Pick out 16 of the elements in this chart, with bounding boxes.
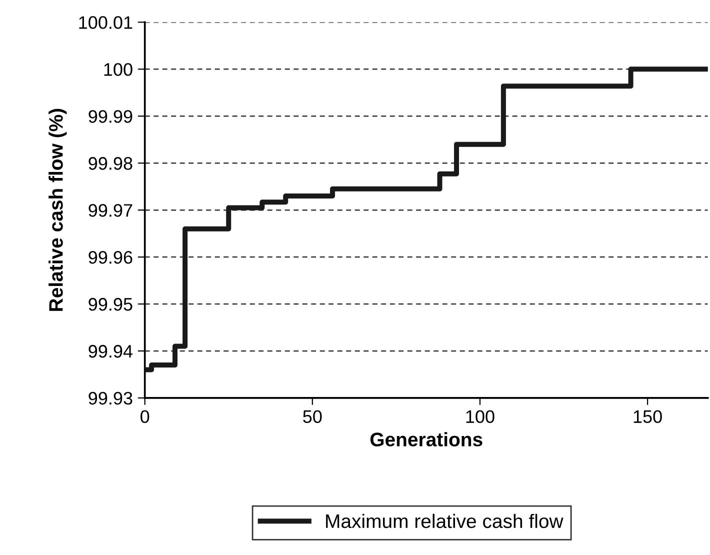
legend-label: Maximum relative cash flow (326, 514, 564, 528)
y-tick-label: 99.94 (88, 344, 133, 358)
x-tick-label: 100 (466, 410, 494, 424)
x-tick-label: 50 (303, 410, 322, 424)
y-tick-label: 99.96 (88, 250, 132, 264)
x-tick-label: 150 (634, 410, 662, 424)
y-tick-label: 99.98 (88, 157, 132, 170)
y-tick-label: 99.99 (88, 110, 132, 123)
y-tick-label: 99.93 (88, 392, 132, 405)
x-axis-title: Generations (370, 432, 482, 446)
y-axis-title: Relative cash flow (%) (48, 108, 67, 311)
x-tick-label: 0 (140, 410, 150, 424)
y-tick-label: 99.97 (88, 204, 132, 217)
y-tick-label: 100.01 (79, 16, 132, 29)
y-tick-label: 99.95 (88, 298, 132, 311)
y-tick-label: 100 (104, 63, 132, 76)
